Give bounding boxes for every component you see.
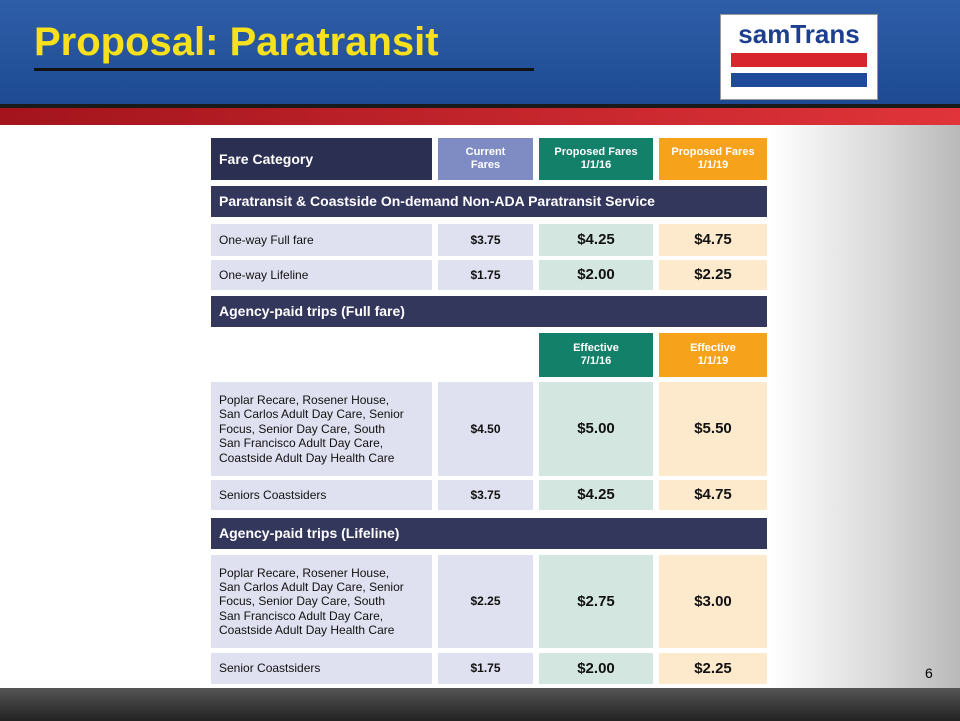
fare-cell: $2.25 [659, 260, 767, 290]
fare-cell: $5.00 [539, 382, 653, 476]
section-header: Paratransit & Coastside On-demand Non-AD… [211, 186, 767, 217]
fare-cell: $4.25 [539, 224, 653, 256]
category-cell: Seniors Coastsiders [211, 480, 432, 510]
logo-stripe [731, 73, 867, 87]
logo-stripe [731, 53, 867, 67]
column-header: Proposed Fares 1/1/16 [539, 138, 653, 180]
fare-cell: $2.25 [438, 555, 533, 648]
page-number: 6 [925, 665, 933, 681]
fare-cell: $5.50 [659, 382, 767, 476]
section-header: Agency-paid trips (Full fare) [211, 296, 767, 327]
slide-title: Proposal: Paratransit [34, 20, 439, 65]
category-cell: One-way Lifeline [211, 260, 432, 290]
fare-cell: $4.75 [659, 480, 767, 510]
fare-cell: $1.75 [438, 260, 533, 290]
category-cell: One-way Full fare [211, 224, 432, 256]
slide: Proposal: Paratransit samTrans Fare Cate… [0, 0, 960, 721]
category-cell: Senior Coastsiders [211, 653, 432, 684]
fare-cell: $4.50 [438, 382, 533, 476]
logo: samTrans [720, 14, 878, 100]
section-header: Agency-paid trips (Lifeline) [211, 518, 767, 549]
effective-header: Effective 7/1/16 [539, 333, 653, 377]
effective-header: Effective 1/1/19 [659, 333, 767, 377]
fare-cell: $2.00 [539, 653, 653, 684]
column-header: Fare Category [211, 138, 432, 180]
category-cell: Poplar Recare, Rosener House, San Carlos… [211, 382, 432, 476]
fare-cell: $4.25 [539, 480, 653, 510]
category-cell: Poplar Recare, Rosener House, San Carlos… [211, 555, 432, 648]
fare-cell: $3.75 [438, 224, 533, 256]
column-header: Current Fares [438, 138, 533, 180]
background-image [770, 125, 960, 688]
fare-cell: $2.75 [539, 555, 653, 648]
fare-cell: $3.75 [438, 480, 533, 510]
red-band [0, 108, 960, 125]
column-header: Proposed Fares 1/1/19 [659, 138, 767, 180]
logo-text: samTrans [721, 19, 877, 50]
header-band: Proposal: Paratransit samTrans [0, 0, 960, 108]
footer-band [0, 688, 960, 721]
fare-cell: $4.75 [659, 224, 767, 256]
title-underline [34, 68, 534, 71]
fare-cell: $1.75 [438, 653, 533, 684]
fare-cell: $3.00 [659, 555, 767, 648]
fare-cell: $2.00 [539, 260, 653, 290]
fare-cell: $2.25 [659, 653, 767, 684]
